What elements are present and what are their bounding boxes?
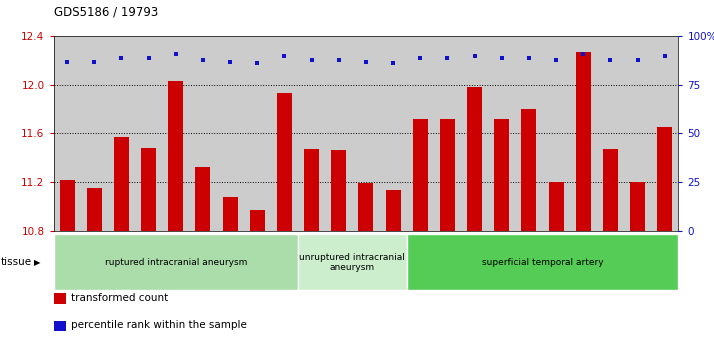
- Bar: [250, 210, 265, 231]
- Bar: [196, 167, 211, 231]
- Bar: [603, 149, 618, 231]
- Point: [388, 61, 399, 66]
- Point: [170, 51, 181, 57]
- Point: [632, 57, 643, 62]
- Bar: [440, 119, 455, 231]
- Point: [197, 57, 208, 62]
- Point: [415, 55, 426, 61]
- Text: ruptured intracranial aneurysm: ruptured intracranial aneurysm: [104, 258, 247, 267]
- Text: superficial temporal artery: superficial temporal artery: [482, 258, 603, 267]
- Bar: [331, 150, 346, 231]
- Point: [469, 53, 481, 58]
- Text: transformed count: transformed count: [71, 293, 169, 303]
- Point: [523, 55, 535, 61]
- Bar: [60, 180, 74, 231]
- Bar: [358, 183, 373, 231]
- Bar: [548, 182, 563, 231]
- Bar: [658, 127, 672, 231]
- Point: [116, 55, 127, 61]
- Point: [442, 55, 453, 61]
- Point: [143, 55, 154, 61]
- Bar: [467, 87, 482, 231]
- Bar: [413, 119, 428, 231]
- Point: [89, 59, 100, 65]
- Bar: [169, 81, 183, 231]
- Bar: [630, 182, 645, 231]
- Point: [306, 57, 317, 62]
- Text: unruptured intracranial
aneurysm: unruptured intracranial aneurysm: [299, 253, 406, 272]
- Point: [605, 57, 616, 62]
- Bar: [494, 119, 509, 231]
- Text: percentile rank within the sample: percentile rank within the sample: [71, 320, 247, 330]
- Point: [550, 57, 562, 62]
- Bar: [304, 149, 319, 231]
- Point: [496, 55, 508, 61]
- Point: [333, 57, 344, 62]
- Bar: [386, 191, 401, 231]
- Text: GDS5186 / 19793: GDS5186 / 19793: [54, 5, 158, 18]
- Point: [251, 61, 263, 66]
- Text: tissue: tissue: [1, 257, 32, 267]
- Bar: [575, 52, 590, 231]
- Bar: [141, 148, 156, 231]
- Point: [659, 53, 670, 58]
- Bar: [277, 93, 292, 231]
- Point: [61, 59, 73, 65]
- Point: [224, 59, 236, 65]
- Point: [578, 51, 589, 57]
- Bar: [223, 196, 238, 231]
- Bar: [87, 188, 102, 231]
- Point: [361, 59, 372, 65]
- Text: ▶: ▶: [34, 258, 41, 267]
- Bar: [521, 109, 536, 231]
- Bar: [114, 137, 129, 231]
- Point: [278, 53, 290, 58]
